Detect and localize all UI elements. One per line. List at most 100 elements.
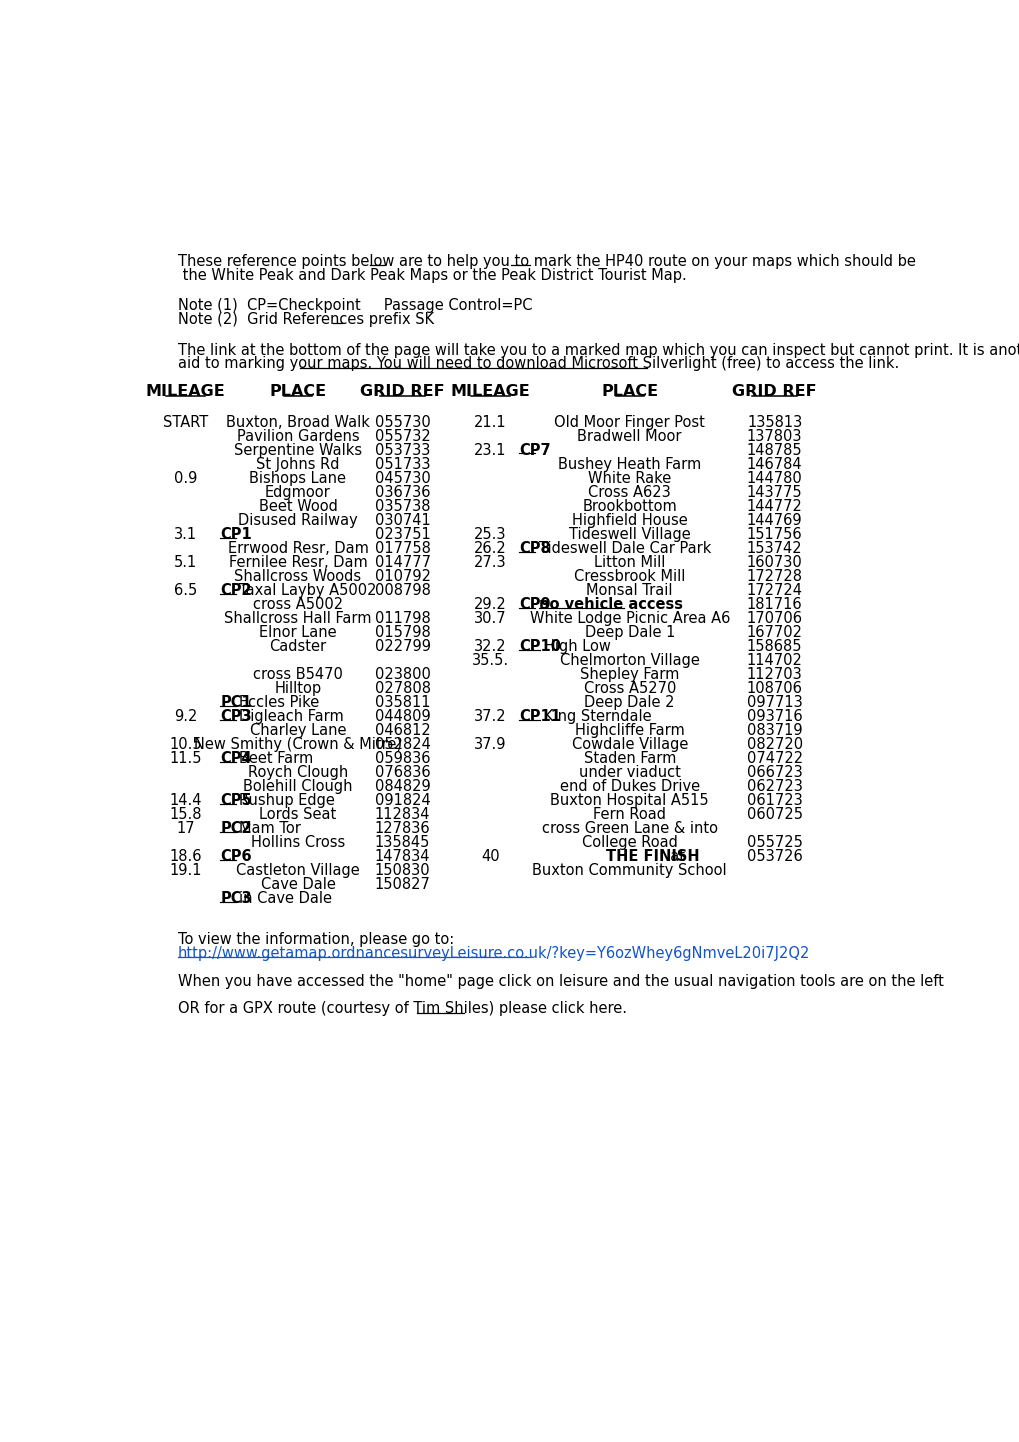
Text: 011798: 011798: [374, 611, 430, 626]
Text: 153742: 153742: [746, 541, 802, 555]
Text: Roych Clough: Roych Clough: [248, 766, 347, 780]
Text: 27.3: 27.3: [474, 555, 506, 570]
Text: Highfield House: Highfield House: [572, 513, 687, 528]
Text: 044809: 044809: [374, 709, 430, 724]
Text: 046812: 046812: [374, 722, 430, 738]
Text: Shepley Farm: Shepley Farm: [580, 666, 679, 682]
Text: Cross A5270: Cross A5270: [583, 681, 676, 696]
Text: 40: 40: [480, 849, 499, 864]
Text: 143775: 143775: [746, 485, 802, 500]
Text: Disused Railway: Disused Railway: [237, 513, 358, 528]
Text: THE FINISH: THE FINISH: [606, 849, 699, 864]
Text: 6.5: 6.5: [174, 583, 197, 598]
Text: 37.2: 37.2: [474, 709, 506, 724]
Text: 030741: 030741: [374, 513, 430, 528]
Text: Errwood Resr, Dam: Errwood Resr, Dam: [227, 541, 368, 555]
Text: Cross A623: Cross A623: [588, 485, 671, 500]
Text: CP1: CP1: [220, 526, 252, 542]
Text: CP10: CP10: [519, 639, 560, 653]
Text: 014777: 014777: [374, 555, 430, 570]
Text: Elnor Lane: Elnor Lane: [259, 624, 336, 640]
Text: 32.2: 32.2: [474, 639, 506, 653]
Text: Hilltop: Hilltop: [274, 681, 321, 696]
Text: St Johns Rd: St Johns Rd: [256, 457, 339, 472]
Text: White Lodge Picnic Area A6: White Lodge Picnic Area A6: [529, 611, 730, 626]
Text: no vehicle access: no vehicle access: [538, 597, 682, 611]
Text: 137803: 137803: [746, 428, 802, 444]
Text: Shallcross Woods: Shallcross Woods: [234, 568, 361, 584]
Text: Bishops Lane: Bishops Lane: [250, 470, 346, 486]
Text: 061723: 061723: [746, 793, 802, 808]
Text: Beet Farm: Beet Farm: [238, 751, 313, 766]
Text: 015798: 015798: [374, 624, 430, 640]
Text: 023751: 023751: [374, 526, 430, 542]
Text: 055732: 055732: [374, 428, 430, 444]
Text: Monsal Trail: Monsal Trail: [586, 583, 673, 598]
Text: 053726: 053726: [746, 849, 802, 864]
Text: Pavilion Gardens: Pavilion Gardens: [236, 428, 359, 444]
Text: Chelmorton Village: Chelmorton Village: [559, 653, 699, 668]
Text: 151756: 151756: [746, 526, 802, 542]
Text: cross B5470: cross B5470: [253, 666, 342, 682]
Text: Taxal Layby A5002: Taxal Layby A5002: [238, 583, 376, 598]
Text: 158685: 158685: [746, 639, 802, 653]
Text: 21.1: 21.1: [474, 415, 506, 430]
Text: College Road: College Road: [581, 835, 677, 851]
Text: under viaduct: under viaduct: [578, 766, 680, 780]
Text: 035738: 035738: [375, 499, 430, 513]
Text: 181716: 181716: [746, 597, 802, 611]
Text: Deep Dale 2: Deep Dale 2: [584, 695, 675, 709]
Text: PC3: PC3: [220, 891, 252, 906]
Text: 053733: 053733: [375, 443, 430, 457]
Text: 150827: 150827: [374, 877, 430, 893]
Text: Mam Tor: Mam Tor: [238, 820, 301, 836]
Text: CP8: CP8: [519, 541, 550, 555]
Text: PC1: PC1: [220, 695, 252, 709]
Text: 15.8: 15.8: [169, 808, 202, 822]
Text: 127836: 127836: [374, 820, 430, 836]
Text: When you have accessed the "home" page click on leisure and the usual navigation: When you have accessed the "home" page c…: [177, 973, 943, 989]
Text: Cadster: Cadster: [269, 639, 326, 653]
Text: Fern Road: Fern Road: [593, 808, 665, 822]
Text: 093716: 093716: [746, 709, 802, 724]
Text: Tideswell Dale Car Park: Tideswell Dale Car Park: [538, 541, 710, 555]
Text: 035811: 035811: [375, 695, 430, 709]
Text: 010792: 010792: [374, 568, 430, 584]
Text: Cowdale Village: Cowdale Village: [571, 737, 687, 751]
Text: in Cave Dale: in Cave Dale: [238, 891, 331, 906]
Text: 23.1: 23.1: [474, 443, 506, 457]
Text: http://www.getamap.ordnancesurveyLeisure.co.uk/?key=Y6ozWhey6gNmveL20i7J2Q2: http://www.getamap.ordnancesurveyLeisure…: [177, 946, 809, 960]
Text: 18.6: 18.6: [169, 849, 202, 864]
Text: 146784: 146784: [746, 457, 802, 472]
Text: 112834: 112834: [375, 808, 430, 822]
Text: These reference points below are to help you to mark the HP40 route on your maps: These reference points below are to help…: [177, 254, 915, 268]
Text: 097713: 097713: [746, 695, 802, 709]
Text: 10.5: 10.5: [169, 737, 202, 751]
Text: 022799: 022799: [374, 639, 430, 653]
Text: CP11: CP11: [519, 709, 560, 724]
Text: CP3: CP3: [220, 709, 252, 724]
Text: 084829: 084829: [374, 779, 430, 795]
Text: MILEAGE: MILEAGE: [146, 384, 225, 399]
Text: Staden Farm: Staden Farm: [583, 751, 676, 766]
Text: MILEAGE: MILEAGE: [449, 384, 530, 399]
Text: 008798: 008798: [374, 583, 430, 598]
Text: GRID REF: GRID REF: [732, 384, 816, 399]
Text: PLACE: PLACE: [269, 384, 326, 399]
Text: 027808: 027808: [374, 681, 430, 696]
Text: 9.2: 9.2: [174, 709, 197, 724]
Text: 172724: 172724: [746, 583, 802, 598]
Text: 082720: 082720: [746, 737, 802, 751]
Text: 172728: 172728: [746, 568, 802, 584]
Text: CP7: CP7: [519, 443, 550, 457]
Text: Castleton Village: Castleton Village: [235, 864, 360, 878]
Text: 114702: 114702: [746, 653, 802, 668]
Text: 066723: 066723: [746, 766, 802, 780]
Text: Bushey Heath Farm: Bushey Heath Farm: [557, 457, 701, 472]
Text: Highcliffe Farm: Highcliffe Farm: [575, 722, 684, 738]
Text: 051733: 051733: [375, 457, 430, 472]
Text: Charley Lane: Charley Lane: [250, 722, 345, 738]
Text: Shallcross Hall Farm: Shallcross Hall Farm: [224, 611, 371, 626]
Text: The link at the bottom of the page will take you to a marked map which you can i: The link at the bottom of the page will …: [177, 343, 1019, 358]
Text: Edgmoor: Edgmoor: [265, 485, 330, 500]
